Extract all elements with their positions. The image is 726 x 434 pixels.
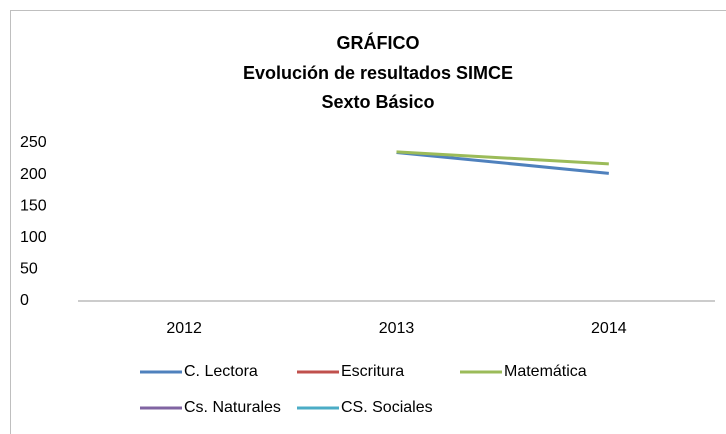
y-tick-label: 50 xyxy=(20,261,38,278)
chart-title: GRÁFICO xyxy=(337,32,420,53)
legend-label: C. Lectora xyxy=(184,363,258,380)
y-tick-label: 0 xyxy=(20,292,29,309)
legend-label: Escritura xyxy=(341,363,404,380)
y-tick-label: 200 xyxy=(20,166,47,183)
x-tick-label: 2012 xyxy=(166,320,202,337)
y-tick-label: 250 xyxy=(20,134,47,151)
chart-title: Sexto Básico xyxy=(321,92,434,112)
series-line xyxy=(396,150,609,166)
x-tick-label: 2014 xyxy=(591,320,627,337)
y-tick-label: 150 xyxy=(20,197,47,214)
legend-label: Cs. Naturales xyxy=(184,399,281,416)
x-tick-label: 2013 xyxy=(379,320,415,337)
y-tick-label: 100 xyxy=(20,229,47,246)
legend-label: CS. Sociales xyxy=(341,399,433,416)
legend-label: Matemática xyxy=(504,363,587,380)
series-line xyxy=(396,150,609,175)
chart-frame xyxy=(10,10,726,434)
chart-title: Evolución de resultados SIMCE xyxy=(243,63,513,83)
